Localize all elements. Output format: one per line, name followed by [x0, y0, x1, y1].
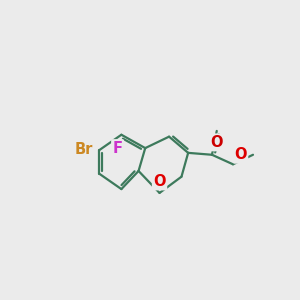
- Text: O: O: [153, 174, 166, 189]
- Text: Br: Br: [75, 142, 93, 158]
- Text: F: F: [112, 141, 123, 156]
- Text: O: O: [211, 135, 223, 150]
- Text: O: O: [234, 147, 247, 162]
